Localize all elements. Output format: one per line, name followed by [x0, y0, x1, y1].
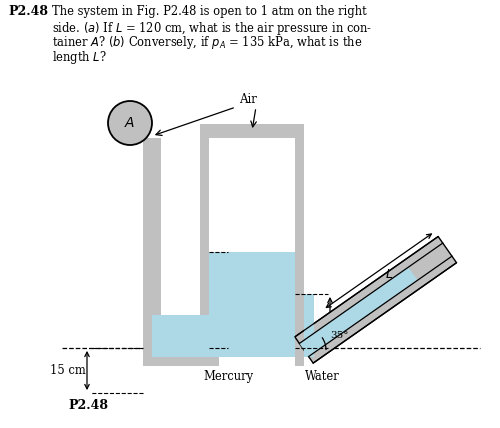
Bar [281, 294, 295, 348]
Circle shape [200, 124, 214, 138]
Text: Air: Air [239, 93, 257, 106]
Text: 32 cm: 32 cm [234, 294, 270, 306]
Bar [200, 124, 304, 138]
Bar [209, 252, 223, 348]
Bar [143, 138, 152, 348]
Bar [200, 138, 209, 366]
Text: The system in Fig. P2.48 is open to 1 atm on the right: The system in Fig. P2.48 is open to 1 at… [52, 5, 367, 18]
Text: P2.48: P2.48 [8, 5, 48, 18]
Text: 35°: 35° [330, 331, 348, 340]
Text: Water: Water [304, 370, 340, 383]
Text: side. $(a)$ If $L$ = 120 cm, what is the air pressure in con-: side. $(a)$ If $L$ = 120 cm, what is the… [52, 20, 372, 36]
Bar [209, 252, 295, 357]
Bar [143, 138, 161, 145]
Text: $A$: $A$ [124, 116, 136, 130]
Text: 18 cm: 18 cm [334, 315, 370, 327]
Bar [143, 357, 219, 366]
Bar [152, 138, 161, 348]
Text: P2.48: P2.48 [68, 399, 108, 412]
Text: Mercury: Mercury [204, 370, 254, 383]
Bar [209, 348, 295, 357]
Circle shape [108, 101, 152, 145]
Bar [295, 138, 304, 366]
Text: tainer $A$? $(b)$ Conversely, if $p_A$ = 135 kPa, what is the: tainer $A$? $(b)$ Conversely, if $p_A$ =… [52, 34, 362, 51]
Text: length $L$?: length $L$? [52, 48, 107, 65]
Bar [304, 294, 314, 357]
Bar [143, 348, 152, 366]
Circle shape [290, 124, 304, 138]
Text: 15 cm: 15 cm [50, 364, 86, 377]
Text: $L$: $L$ [385, 268, 393, 281]
Polygon shape [300, 267, 418, 357]
Bar [152, 315, 210, 357]
Polygon shape [295, 237, 456, 363]
